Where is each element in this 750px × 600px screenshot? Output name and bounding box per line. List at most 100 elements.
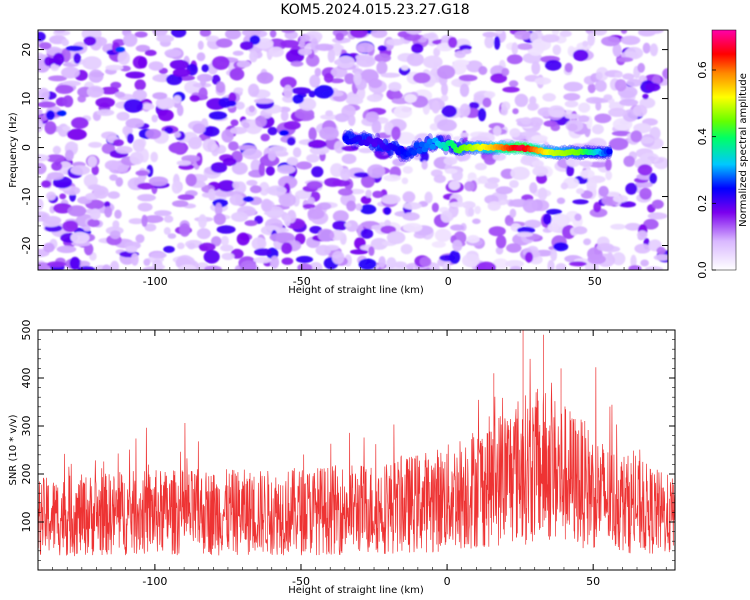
heatmap-cell [510, 166, 530, 180]
heatmap-cell [572, 49, 589, 62]
y-tick-label: 20 [20, 43, 33, 57]
heatmap-cell [176, 242, 185, 250]
heatmap-cell [55, 84, 74, 94]
heatmap-cell [637, 62, 645, 73]
heatmap-cell [47, 172, 64, 180]
heatmap-cell [314, 67, 322, 77]
heatmap-cell [495, 235, 507, 249]
heatmap-cell [268, 46, 285, 58]
heatmap-cell [297, 263, 313, 270]
heatmap-cell [336, 55, 355, 69]
heatmap-cell [529, 182, 538, 194]
heatmap-cell [62, 125, 71, 132]
heatmap-cell [125, 118, 145, 129]
heatmap-cell [306, 181, 323, 190]
heatmap-cell [440, 94, 449, 102]
heatmap-cell [141, 214, 148, 227]
heatmap-cell [59, 193, 67, 200]
heatmap-cell [422, 55, 443, 69]
heatmap-cell [365, 189, 372, 198]
heatmap-cell [433, 174, 446, 184]
heatmap-cell [211, 56, 230, 70]
heatmap-cell [51, 161, 63, 171]
heatmap-cell [653, 156, 668, 170]
heatmap-cell [443, 156, 458, 166]
heatmap-cell [388, 81, 402, 92]
heatmap-cell [405, 30, 422, 35]
heatmap-cell [172, 200, 189, 208]
heatmap-cell [565, 154, 582, 168]
heatmap-cell [511, 42, 519, 55]
heatmap-cell [295, 189, 312, 200]
heatmap-cell [177, 194, 195, 201]
heatmap-cell [330, 163, 344, 178]
heatmap-cell [214, 202, 223, 217]
heatmap-cell [564, 113, 581, 120]
heatmap-cell [137, 202, 153, 212]
heatmap-cell [630, 130, 643, 143]
snr-series-line [38, 330, 675, 557]
heatmap-cell [620, 30, 628, 34]
heatmap-cell [73, 52, 81, 64]
heatmap-cell [167, 233, 177, 239]
heatmap-cell [123, 33, 138, 47]
heatmap-cell [220, 244, 234, 252]
heatmap-cell [87, 218, 100, 228]
heatmap-cell [278, 193, 296, 207]
heatmap-cell [563, 81, 583, 92]
heatmap-cell [232, 181, 240, 190]
heatmap-cell [645, 30, 664, 34]
heatmap-cell [333, 42, 342, 57]
heatmap-cell [453, 136, 464, 142]
heatmap-cell [505, 260, 525, 268]
heatmap-cell [468, 207, 475, 217]
heatmap-cell [460, 132, 469, 138]
heatmap-cell [300, 34, 311, 42]
heatmap-cell [370, 30, 388, 39]
heatmap-cell [413, 72, 431, 84]
heatmap-cell [587, 254, 606, 265]
x-tick-label: -100 [143, 275, 168, 288]
heatmap-cell [596, 243, 614, 252]
heatmap-cell [278, 175, 298, 189]
heatmap-cell [662, 68, 668, 80]
heatmap-cell [419, 256, 432, 267]
heatmap-cell [366, 94, 383, 102]
heatmap-cell [314, 85, 334, 99]
heatmap-cell [332, 179, 351, 187]
heatmap-cell [589, 208, 608, 218]
x-tick-label: -50 [293, 275, 311, 288]
heatmap-cell [358, 147, 374, 154]
heatmap-cell [89, 208, 101, 220]
heatmap-cell [228, 92, 237, 103]
heatmap-cell [39, 42, 52, 50]
heatmap-cell [595, 71, 603, 80]
colorbar: 0.0 0.2 0.4 0.6 Normalized spectral amplitu… [696, 29, 749, 279]
heatmap-cell [344, 73, 355, 85]
heatmap-cell [495, 186, 513, 195]
heatmap-cell [625, 222, 641, 231]
heatmap-x-axis-label: Height of straight line (km) [288, 285, 424, 296]
heatmap-cell [380, 72, 401, 78]
heatmap-cell [179, 223, 191, 237]
heatmap-cell [406, 52, 424, 67]
heatmap-cell [567, 123, 578, 132]
heatmap-cell [563, 93, 581, 101]
heatmap-cell [204, 265, 222, 270]
heatmap-cell [574, 213, 582, 221]
heatmap-trace-cell [355, 135, 363, 142]
heatmap-cell [114, 91, 126, 98]
heatmap-cell [163, 215, 174, 223]
heatmap-cell [105, 64, 124, 71]
heatmap-cell [110, 260, 120, 270]
heatmap-cell [132, 139, 145, 153]
heatmap-cell [203, 249, 220, 264]
heatmap-cell [44, 121, 57, 135]
heatmap-cell [50, 63, 60, 72]
heatmap-cell [656, 246, 666, 255]
heatmap-cell [371, 120, 382, 134]
heatmap-cell [130, 253, 139, 266]
heatmap-cell [440, 210, 453, 223]
heatmap-cell [367, 164, 386, 179]
heatmap-cell [38, 31, 46, 42]
